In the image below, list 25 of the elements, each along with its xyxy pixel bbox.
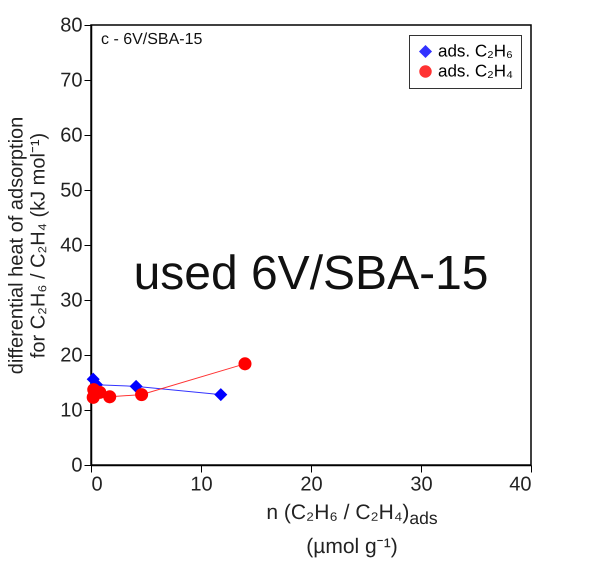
x-axis-title: n (C₂H₆ / C₂H₄)$_{ads}$ (µmol g⁻¹) [265, 500, 439, 560]
y-tick-label: 50 [60, 180, 82, 202]
x-tick-label: 20 [300, 474, 323, 496]
y-tick-label: 60 [60, 124, 82, 146]
legend-label: ads. C₂H₆ [438, 42, 513, 60]
point [103, 390, 116, 404]
x-tick-label: 10 [190, 474, 213, 496]
x-tick-label: 40 [509, 474, 532, 496]
point [130, 380, 143, 393]
legend-label: ads. C₂H₄ [438, 62, 514, 80]
y-tick-label: 0 [71, 454, 82, 476]
x-tick-label: 0 [92, 474, 103, 496]
y-tick-label: 20 [60, 344, 82, 366]
y-tick-label: 30 [60, 290, 82, 312]
y-tick-label: 40 [60, 234, 82, 256]
y-tick-label: 70 [60, 70, 82, 92]
point [238, 357, 252, 370]
y-tick-label: 80 [60, 14, 82, 36]
y-tick-label: 10 [60, 400, 82, 422]
annotation: used 6V/SBA-15 [134, 247, 488, 300]
annotation: c - 6V/SBA-15 [101, 31, 202, 48]
x-tick-label: 30 [410, 474, 433, 496]
y-axis-title: differential heat of adsorption for C₂H₆ / C₂H₄ (kJ mol⁻¹) [5, 116, 50, 374]
point [135, 388, 148, 402]
point [214, 388, 228, 402]
